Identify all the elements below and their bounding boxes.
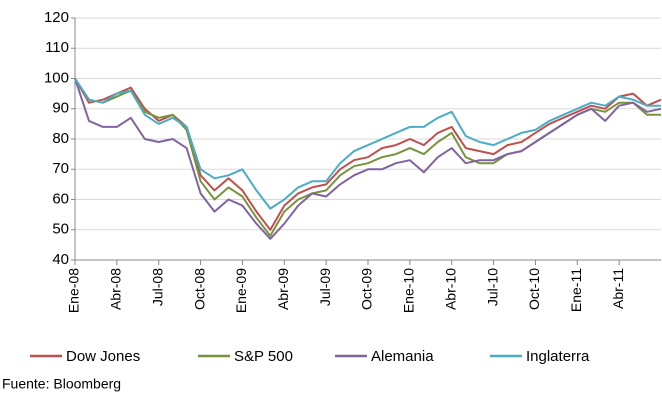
y-tick-label: 60	[52, 190, 69, 207]
y-tick-label: 120	[44, 9, 69, 26]
x-tick-label: Oct-09	[359, 268, 375, 310]
y-tick-label: 50	[52, 221, 69, 238]
y-tick-label: 110	[45, 39, 69, 56]
y-tick-label: 100	[44, 69, 69, 86]
y-tick-label: 40	[52, 251, 69, 268]
x-tick-label: Abr-10	[442, 268, 458, 310]
x-tick-label: Ene-08	[66, 268, 82, 313]
y-tick-label: 90	[52, 100, 69, 117]
x-tick-label: Jul-08	[149, 268, 165, 306]
x-tick-label: Oct-08	[191, 268, 207, 310]
legend-label: Alemania	[371, 348, 434, 365]
y-tick-label: 70	[52, 160, 69, 177]
x-tick-label: Ene-11	[568, 268, 584, 312]
x-tick-label: Ene-09	[233, 268, 249, 313]
x-tick-label: Ene-10	[401, 268, 417, 313]
legend-label: S&P 500	[234, 348, 293, 365]
x-tick-label: Jul-09	[317, 268, 333, 306]
series-line	[74, 77, 661, 210]
source: Fuente: Bloomberg	[2, 376, 121, 392]
legend-label: Inglaterra	[526, 348, 590, 365]
y-tick-label: 80	[52, 130, 69, 147]
legend-label: Dow Jones	[66, 348, 140, 365]
series-line	[74, 78, 662, 240]
series-line	[74, 77, 662, 231]
x-tick-label: Abr-11	[610, 268, 626, 309]
x-tick-label: Abr-09	[275, 268, 291, 310]
x-tick-label: Jul-10	[484, 268, 500, 306]
x-tick-label: Abr-08	[108, 268, 124, 310]
x-tick-label: Oct-10	[526, 268, 542, 310]
